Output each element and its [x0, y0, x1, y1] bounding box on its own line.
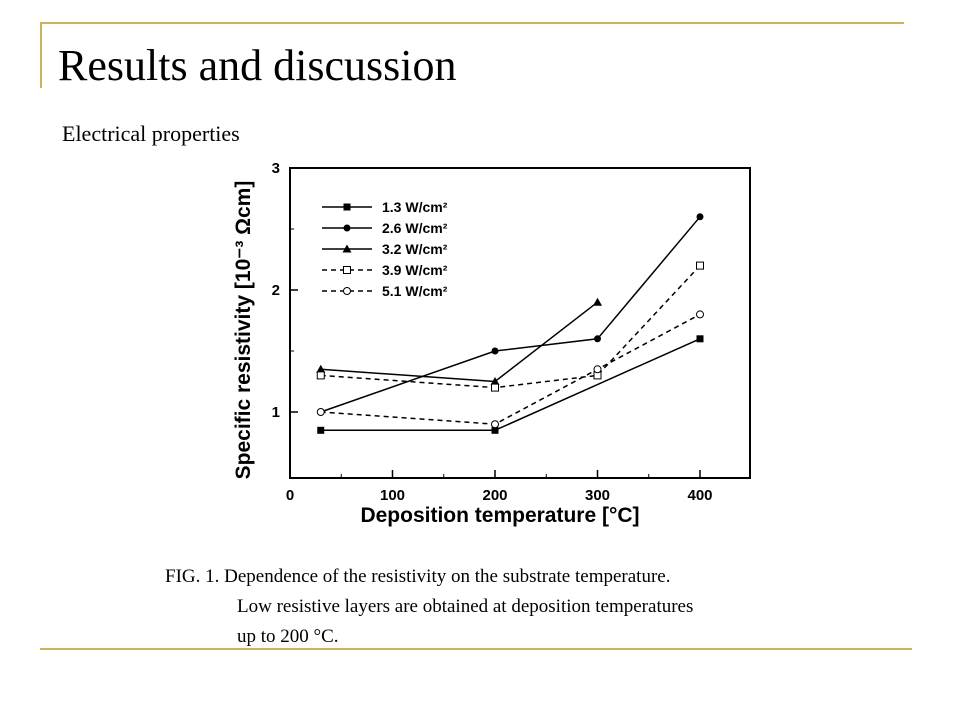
data-point-series-2: [696, 213, 704, 221]
bottom-rule: [40, 648, 912, 650]
data-point-series-4: [316, 371, 325, 380]
data-point-series-5: [316, 408, 325, 416]
data-point-series-2: [491, 347, 499, 355]
x-axis-label: Deposition temperature [°C]: [360, 504, 639, 527]
x-tick-label: 400: [687, 487, 712, 504]
figure-caption-line-1: FIG. 1. Dependence of the resistivity on…: [165, 566, 671, 587]
series-line-4: [320, 265, 701, 389]
y-tick-label: 3: [272, 160, 280, 177]
data-point-series-3: [490, 377, 500, 385]
x-tick-label: 200: [482, 487, 507, 504]
legend-label: 3.9 W/cm²: [382, 262, 448, 278]
y-tick-label: 2: [272, 282, 280, 299]
x-tick-label: 0: [286, 487, 294, 504]
legend-marker-3: [342, 244, 352, 253]
data-point-series-5: [696, 310, 704, 319]
figure-caption-line-2: Low resistive layers are obtained at dep…: [237, 596, 694, 617]
y-tick-label: 1: [272, 404, 280, 421]
data-point-series-1: [317, 426, 325, 434]
plot-frame: [289, 167, 751, 479]
legend-marker-1: [343, 203, 351, 211]
legend-label: 5.1 W/cm²: [382, 283, 448, 299]
top-rule: [40, 22, 904, 24]
data-point-series-3: [593, 297, 602, 306]
data-point-series-3: [316, 364, 326, 373]
legend-label: 1.3 W/cm²: [382, 199, 448, 215]
y-axis-label: Specific resistivity [10⁻³ Ωcm]: [232, 181, 255, 480]
resistivity-chart: 0 100 200 300 400 1 2 3 1.3 W/cm² 2.6 W/cm² 3.2 W…: [222, 160, 752, 530]
data-point-series-5: [491, 420, 499, 429]
legend-marker-2: [343, 224, 351, 232]
legend-marker-5: [343, 287, 351, 295]
legend-label: 2.6 W/cm²: [382, 220, 448, 236]
legend-label: 3.2 W/cm²: [382, 241, 448, 257]
data-point-series-4: [491, 383, 499, 392]
left-rule: [40, 22, 42, 88]
data-point-series-2: [594, 335, 601, 343]
figure-caption-line-3: up to 200 °C.: [237, 626, 339, 647]
data-point-series-4: [696, 261, 704, 270]
data-point-series-1: [696, 335, 704, 343]
x-tick-label: 300: [585, 487, 610, 504]
data-point-series-1: [491, 426, 499, 434]
data-point-series-5: [593, 365, 602, 374]
series-line-3: [320, 301, 598, 383]
x-tick-label: 100: [380, 487, 405, 504]
legend-marker-4: [343, 266, 351, 274]
slide-subtitle: Electrical properties: [62, 121, 240, 146]
series-line-2: [320, 216, 701, 413]
slide-title: Results and discussion: [58, 41, 457, 90]
